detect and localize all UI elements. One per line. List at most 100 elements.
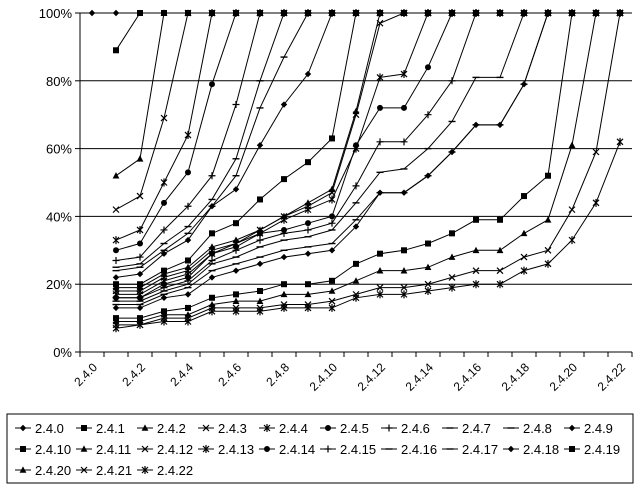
legend-item: 2.4.7 <box>442 421 491 436</box>
legend-swatch-marker <box>324 445 332 453</box>
data-point <box>256 297 264 304</box>
legend-item: 2.4.5 <box>320 421 369 436</box>
data-point <box>353 10 359 16</box>
legend-label: 2.4.20 <box>35 463 71 478</box>
data-point <box>376 290 384 299</box>
data-point <box>281 281 287 288</box>
legend-swatch-marker <box>19 424 27 432</box>
legend-swatch-marker <box>263 424 271 432</box>
data-point <box>185 257 191 264</box>
series-2.4.9 <box>112 9 624 281</box>
data-point <box>472 9 480 17</box>
x-tick-label: 2.4.6 <box>215 360 244 389</box>
series-line <box>115 12 620 211</box>
data-point <box>424 172 432 179</box>
data-point <box>280 290 288 298</box>
data-point <box>352 277 360 284</box>
data-point <box>545 172 551 179</box>
data-point <box>209 294 215 301</box>
data-point <box>184 291 192 298</box>
data-point <box>377 250 383 257</box>
data-point <box>232 186 240 193</box>
series-line <box>116 12 620 302</box>
data-point <box>233 220 239 227</box>
legend-label: 2.4.4 <box>279 421 308 436</box>
data-point <box>329 135 335 142</box>
data-point <box>160 294 168 301</box>
data-point <box>616 137 624 146</box>
legend-item: 2.4.10 <box>15 442 71 457</box>
legend-swatch-marker <box>141 466 149 474</box>
series-line <box>115 12 620 261</box>
legend-item: 2.4.14 <box>259 442 315 457</box>
y-tick-label: 100% <box>39 6 73 21</box>
legend-item: 2.4.3 <box>198 421 247 436</box>
legend-item: 2.4.21 <box>76 463 132 478</box>
data-point <box>136 225 144 234</box>
series-line <box>116 12 620 319</box>
data-point <box>448 273 456 281</box>
legend-item: 2.4.8 <box>503 421 552 436</box>
legend-item: 2.4.16 <box>381 442 437 457</box>
legend-label: 2.4.7 <box>462 421 491 436</box>
legend-item: 2.4.11 <box>76 442 131 457</box>
data-point <box>352 182 360 190</box>
legend-item: 2.4.19 <box>564 442 620 457</box>
legend-swatch-marker <box>202 424 210 432</box>
data-point <box>209 230 215 237</box>
series-2.4.14 <box>113 10 623 301</box>
data-point <box>112 304 120 312</box>
data-point <box>376 19 384 27</box>
series-line <box>116 12 620 322</box>
data-point <box>352 293 360 302</box>
data-point <box>496 9 504 17</box>
data-point <box>520 80 528 88</box>
legend-label: 2.4.1 <box>96 421 125 436</box>
data-point <box>208 172 216 180</box>
data-point <box>160 114 168 122</box>
data-point <box>328 219 336 227</box>
data-point <box>304 250 312 257</box>
legend-item: 2.4.13 <box>198 442 254 457</box>
data-point <box>400 290 408 299</box>
data-point <box>329 277 335 284</box>
data-point <box>280 101 288 108</box>
data-point <box>568 206 576 214</box>
data-point <box>329 213 335 220</box>
legend-swatch-marker <box>141 445 149 453</box>
series-layer <box>88 9 624 333</box>
data-point <box>472 121 480 129</box>
legend-item: 2.4.1 <box>76 421 125 436</box>
data-point <box>256 307 264 316</box>
data-point <box>184 202 192 210</box>
legend-item: 2.4.6 <box>381 421 430 436</box>
x-tick-label: 2.4.8 <box>263 360 292 389</box>
data-point <box>112 206 120 214</box>
legend-label: 2.4.8 <box>523 421 552 436</box>
series-line <box>115 12 620 251</box>
legend-label: 2.4.3 <box>218 421 247 436</box>
data-point <box>209 81 215 88</box>
legend-swatch-marker <box>568 424 576 432</box>
x-tick-label: 2.4.22 <box>595 360 629 394</box>
data-point <box>424 280 432 288</box>
data-point <box>208 274 216 281</box>
data-point <box>232 307 240 316</box>
data-point <box>616 9 624 17</box>
series-2.4.20 <box>112 9 624 325</box>
series-line <box>116 12 620 299</box>
data-point <box>280 215 288 224</box>
data-point <box>400 267 408 274</box>
data-point <box>521 193 527 200</box>
legend-label: 2.4.21 <box>96 463 132 478</box>
legend-swatch-marker <box>20 446 26 452</box>
legend-swatch-marker <box>81 425 87 431</box>
data-point <box>328 287 336 294</box>
series-line <box>116 12 620 309</box>
data-point <box>376 284 384 292</box>
data-point <box>376 189 384 196</box>
legend-item: 2.4.22 <box>137 463 193 478</box>
data-point <box>88 9 96 17</box>
legend-swatch-marker <box>141 424 149 431</box>
